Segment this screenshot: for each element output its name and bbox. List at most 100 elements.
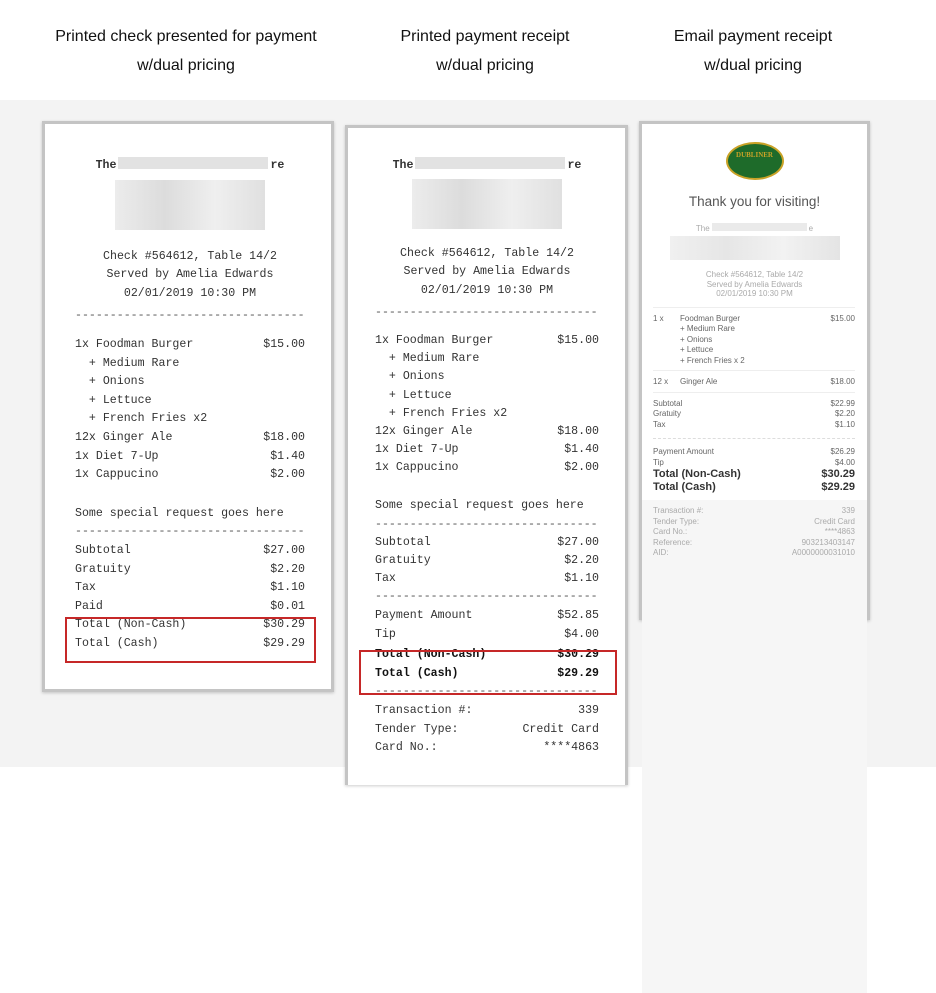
receipt-line: + Onions: [375, 368, 599, 386]
check-header-line: Check #564612, Table 14/2: [400, 247, 574, 261]
email-line: Card No.: ****4863: [653, 527, 855, 538]
logo-text: DUBLINER: [736, 151, 773, 159]
dubliner-logo: DUBLINER: [725, 142, 784, 180]
redacted-name: [711, 223, 807, 231]
line-label: Tender Type:: [375, 722, 459, 736]
line-amount: $4.00: [834, 457, 855, 467]
line-label: Payment Amount: [653, 447, 714, 456]
line-amount: $29.29: [821, 481, 855, 493]
redacted-block: [115, 179, 265, 230]
receipt-line: 1x Diet 7-Up $1.40: [75, 448, 305, 467]
line-amount: Credit Card: [522, 722, 599, 736]
item-price: $15.00: [830, 313, 855, 323]
line-amount: $27.00: [557, 535, 599, 549]
transaction-details: Transaction #: 339 Tender Type: Credit Card…: [642, 500, 867, 993]
receipt-line: 1x Cappucino $2.00: [375, 459, 599, 477]
spacer: [75, 326, 305, 336]
item-modifier: + French Fries x 2: [680, 355, 745, 365]
line-label: Gratuity: [653, 409, 682, 418]
caption-email-receipt: Email payment receipt w/dual pricing: [620, 22, 886, 80]
line-amount: $1.10: [270, 581, 305, 595]
line-amount: $26.29: [830, 447, 855, 456]
line-label: 1x Diet 7-Up: [375, 443, 459, 457]
name-suffix: e: [808, 224, 814, 233]
special-request: Some special request goes here: [375, 499, 584, 513]
line-label: + French Fries x2: [75, 412, 208, 426]
item-qty: 12 x: [653, 377, 669, 386]
email-line: Payment Amount $26.29: [653, 447, 855, 458]
receipt-line: Subtotal $27.00: [75, 542, 305, 561]
email-line: Reference: 903213403147: [653, 538, 855, 549]
name-suffix: re: [270, 159, 285, 172]
receipt-line: 1x Diet 7-Up $1.40: [375, 441, 599, 459]
line-amount: $4.00: [564, 627, 599, 641]
line-amount: $2.00: [270, 468, 305, 482]
line-amount: $30.29: [821, 468, 855, 480]
dashed-divider: ----------------------------------------…: [375, 685, 599, 699]
line-label: 1x Cappucino: [375, 461, 459, 475]
item-details: Ginger Ale: [680, 377, 831, 388]
email-line: AID: A0000000031010: [653, 548, 855, 559]
check-header-line: Served by Amelia Edwards: [106, 268, 274, 282]
receipt-line: 12x Ginger Ale $18.00: [75, 429, 305, 448]
line-label: 1x Diet 7-Up: [75, 449, 159, 463]
spacer: [75, 234, 305, 248]
receipt-line: Total (Non-Cash) $30.29: [75, 616, 305, 635]
check-header-line: 02/01/2019 10:30 PM: [420, 283, 554, 297]
email-line: Tax $1.10: [653, 420, 855, 431]
item-modifier: + Lettuce: [680, 345, 714, 354]
receipt-line: Card No.: ****4863: [375, 739, 599, 758]
name-prefix: The: [392, 159, 414, 172]
line-label: 1x Foodman Burger: [75, 337, 194, 351]
line-amount: Credit Card: [814, 516, 855, 526]
check-header-line: 02/01/2019 10:30 PM: [716, 289, 793, 298]
special-request: Some special request goes here: [75, 506, 284, 520]
receipt-line: 1x Cappucino $2.00: [75, 466, 305, 485]
receipt-line: Tax $1.10: [375, 570, 599, 588]
receipt-line: + Medium Rare: [75, 355, 305, 374]
line-amount: $29.29: [557, 666, 599, 680]
receipt-line: Paid $0.01: [75, 598, 305, 617]
receipt-line: 1x Foodman Burger $15.00: [75, 336, 305, 355]
receipt-line: + Lettuce: [375, 387, 599, 405]
receipt-line: 12x Ginger Ale $18.00: [375, 423, 599, 441]
item-details: Foodman Burger + Medium Rare + Onions + Let…: [680, 314, 831, 367]
caption-text: Printed payment receipt w/dual pricing: [400, 28, 570, 74]
line-amount: 339: [578, 703, 599, 717]
receipt-line: Gratuity $2.20: [75, 561, 305, 580]
redacted-name: [118, 157, 269, 169]
line-amount: $15.00: [263, 337, 305, 351]
line-label: Gratuity: [75, 562, 131, 576]
email-line: Tip $4.00: [653, 458, 855, 469]
printed-receipt: The re Check #564612, Table 14/2 Served by …: [345, 125, 628, 785]
check-header-line: Check #564612, Table 14/2: [103, 249, 277, 263]
check-header-line: Check #564612, Table 14/2: [705, 270, 804, 279]
dual-pricing-highlight: [65, 617, 316, 663]
line-label: 12x Ginger Ale: [375, 424, 473, 438]
line-label: Transaction #:: [375, 703, 473, 717]
printed-check: The re Check #564612, Table 14/2 Served by …: [42, 121, 334, 692]
check-header-line: 02/01/2019 10:30 PM: [123, 286, 257, 300]
item-modifier: + Medium Rare: [680, 324, 735, 333]
line-amount: $2.00: [564, 461, 599, 475]
redacted-address: [375, 179, 599, 230]
line-amount: ****4863: [824, 527, 855, 536]
redacted-address: [669, 236, 840, 260]
check-header-line: Served by Amelia Edwards: [403, 265, 571, 279]
dashed-divider: ----------------------------------------…: [75, 309, 305, 323]
spacer: [75, 485, 305, 505]
name-suffix: re: [567, 159, 582, 172]
item-name: Ginger Ale: [680, 377, 718, 386]
email-payment: Payment Amount $26.29 Tip $4.00 Total (Non-C…: [653, 438, 855, 500]
line-label: + French Fries x2: [375, 406, 508, 420]
spacer: [375, 477, 599, 497]
line-label: Tax: [653, 419, 666, 429]
receipt-line: Tax $1.10: [75, 579, 305, 598]
receipt-line: Subtotal $27.00: [375, 534, 599, 552]
caption-text: Email payment receipt w/dual pricing: [673, 28, 833, 74]
line-label: Tax: [75, 581, 96, 595]
email-receipt: DUBLINER Thank you for visiting! The e Check…: [639, 121, 870, 993]
line-label: + Lettuce: [75, 393, 152, 407]
email-item: 12 x Ginger Ale $18.00: [653, 370, 855, 392]
receipt-line: Payment Amount $52.85: [375, 607, 599, 626]
